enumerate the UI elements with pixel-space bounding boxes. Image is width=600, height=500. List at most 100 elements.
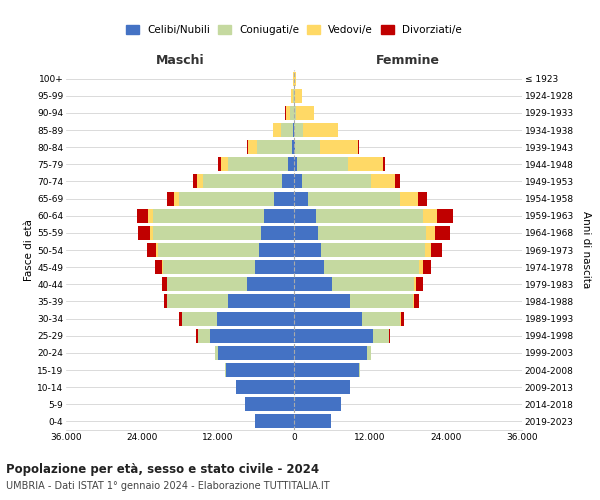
Bar bbox=[294, 72, 296, 86]
Bar bbox=[294, 414, 331, 428]
Bar bbox=[318, 226, 426, 240]
Bar bbox=[294, 294, 350, 308]
Bar bbox=[295, 88, 302, 102]
Bar bbox=[155, 243, 158, 257]
Bar bbox=[373, 328, 389, 342]
Text: Popolazione per età, sesso e stato civile - 2024: Popolazione per età, sesso e stato civil… bbox=[6, 462, 319, 475]
Bar bbox=[294, 208, 316, 222]
Bar bbox=[316, 208, 423, 222]
Bar bbox=[248, 140, 257, 154]
Y-axis label: Fasce di età: Fasce di età bbox=[24, 219, 34, 281]
Bar bbox=[400, 192, 418, 205]
Bar bbox=[389, 328, 390, 342]
Bar bbox=[163, 260, 255, 274]
Bar bbox=[179, 192, 274, 205]
Bar bbox=[423, 208, 437, 222]
Bar bbox=[401, 312, 404, 326]
Bar bbox=[221, 158, 228, 172]
Bar bbox=[215, 346, 218, 360]
Bar bbox=[294, 328, 373, 342]
Bar bbox=[162, 260, 163, 274]
Bar bbox=[217, 312, 294, 326]
Bar bbox=[218, 346, 294, 360]
Bar bbox=[211, 328, 294, 342]
Bar bbox=[290, 106, 294, 120]
Bar bbox=[167, 278, 247, 291]
Bar bbox=[325, 260, 419, 274]
Bar bbox=[294, 158, 297, 172]
Bar bbox=[255, 414, 294, 428]
Bar bbox=[294, 346, 367, 360]
Bar bbox=[228, 158, 289, 172]
Bar bbox=[203, 174, 282, 188]
Bar bbox=[294, 398, 341, 411]
Bar bbox=[257, 140, 292, 154]
Bar bbox=[291, 88, 293, 102]
Bar bbox=[418, 192, 427, 205]
Bar bbox=[137, 208, 148, 222]
Bar bbox=[289, 158, 294, 172]
Bar bbox=[138, 226, 149, 240]
Bar bbox=[162, 278, 167, 291]
Bar bbox=[358, 140, 359, 154]
Bar bbox=[422, 260, 431, 274]
Bar bbox=[371, 174, 395, 188]
Text: Femmine: Femmine bbox=[376, 54, 440, 66]
Bar bbox=[255, 260, 294, 274]
Bar bbox=[415, 278, 416, 291]
Bar bbox=[179, 312, 182, 326]
Bar bbox=[425, 243, 431, 257]
Bar bbox=[247, 140, 248, 154]
Bar bbox=[236, 380, 294, 394]
Bar bbox=[259, 243, 294, 257]
Bar bbox=[416, 278, 423, 291]
Bar bbox=[198, 328, 211, 342]
Bar bbox=[437, 208, 453, 222]
Bar bbox=[292, 140, 294, 154]
Text: Maschi: Maschi bbox=[155, 54, 205, 66]
Text: UMBRIA - Dati ISTAT 1° gennaio 2024 - Elaborazione TUTTITALIA.IT: UMBRIA - Dati ISTAT 1° gennaio 2024 - El… bbox=[6, 481, 329, 491]
Bar bbox=[414, 294, 419, 308]
Bar bbox=[245, 398, 294, 411]
Bar bbox=[395, 174, 400, 188]
Bar bbox=[413, 294, 414, 308]
Bar bbox=[419, 260, 422, 274]
Bar bbox=[167, 294, 227, 308]
Bar bbox=[294, 174, 302, 188]
Bar bbox=[295, 123, 303, 137]
Bar bbox=[273, 123, 281, 137]
Bar bbox=[147, 243, 155, 257]
Bar bbox=[218, 158, 221, 172]
Bar bbox=[167, 192, 174, 205]
Bar bbox=[293, 123, 294, 137]
Bar bbox=[348, 158, 383, 172]
Bar bbox=[294, 278, 332, 291]
Bar bbox=[431, 243, 442, 257]
Bar bbox=[297, 158, 348, 172]
Bar bbox=[308, 192, 400, 205]
Bar bbox=[294, 192, 308, 205]
Bar bbox=[196, 328, 198, 342]
Bar bbox=[294, 226, 318, 240]
Legend: Celibi/Nubili, Coniugati/e, Vedovi/e, Divorziati/e: Celibi/Nubili, Coniugati/e, Vedovi/e, Di… bbox=[126, 25, 462, 35]
Bar bbox=[226, 363, 294, 377]
Bar bbox=[153, 208, 263, 222]
Bar bbox=[247, 278, 294, 291]
Bar bbox=[158, 243, 259, 257]
Bar bbox=[294, 140, 295, 154]
Bar bbox=[286, 106, 290, 120]
Bar bbox=[281, 123, 293, 137]
Bar bbox=[435, 226, 450, 240]
Bar bbox=[174, 192, 179, 205]
Bar bbox=[263, 208, 294, 222]
Bar bbox=[294, 312, 362, 326]
Bar bbox=[320, 140, 358, 154]
Bar bbox=[302, 174, 371, 188]
Bar bbox=[197, 174, 203, 188]
Bar bbox=[274, 192, 294, 205]
Bar bbox=[294, 106, 296, 120]
Bar bbox=[282, 174, 294, 188]
Bar bbox=[182, 312, 217, 326]
Bar bbox=[294, 260, 325, 274]
Bar bbox=[294, 243, 320, 257]
